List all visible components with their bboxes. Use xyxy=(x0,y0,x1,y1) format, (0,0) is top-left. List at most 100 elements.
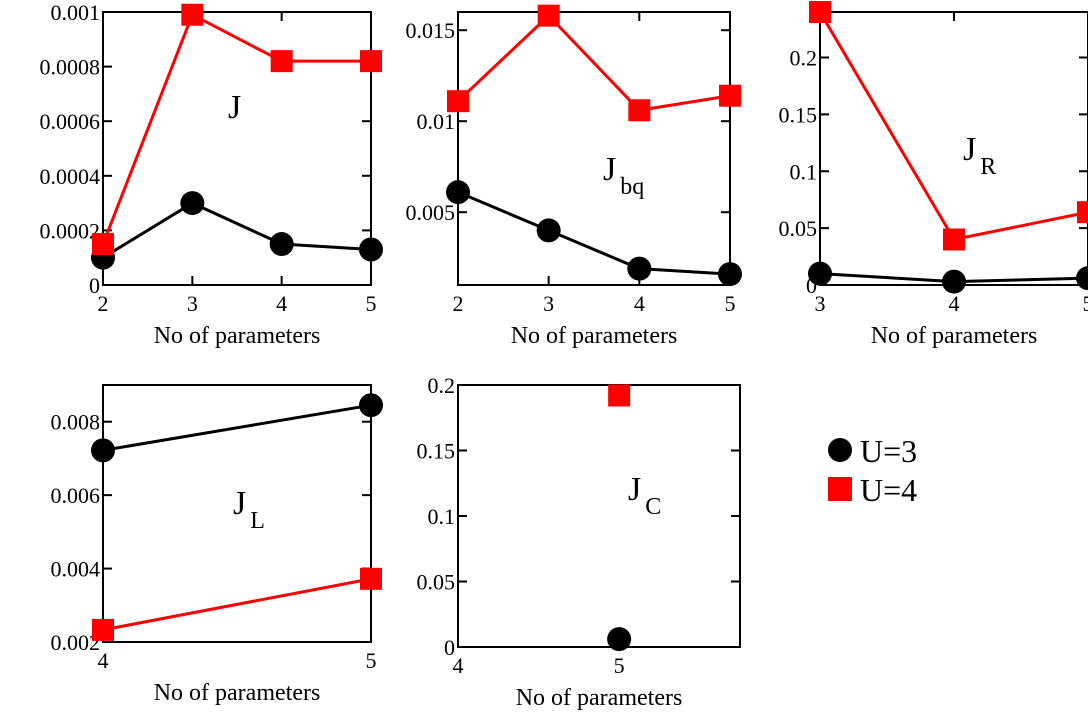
series-line-u3 xyxy=(102,403,372,452)
legend-marker-u4 xyxy=(828,477,852,501)
panel-4: 4 5 0 0.05 0.1 0.15 0.2 No of parameters J C xyxy=(417,373,741,711)
point-u3 xyxy=(808,261,832,286)
point-u3 xyxy=(627,256,652,281)
y-tick-label: 0.05 xyxy=(417,570,456,595)
point-u3 xyxy=(359,393,383,418)
legend-label-u4: U=4 xyxy=(860,472,917,508)
x-axis-title: No of parameters xyxy=(154,680,321,706)
x-tick-label: 5 xyxy=(614,653,625,678)
point-u4 xyxy=(447,90,469,113)
y-tick-label: 0.1 xyxy=(428,504,456,529)
series-line-u4 xyxy=(818,11,1088,242)
x-tick-label: 3 xyxy=(815,291,826,316)
plot-frame xyxy=(457,11,731,286)
x-tick-label: 2 xyxy=(98,291,109,316)
x-tick-label: 4 xyxy=(453,653,464,678)
y-tick-label: 0.05 xyxy=(779,216,818,241)
point-u3 xyxy=(91,438,115,463)
point-u3 xyxy=(607,627,632,652)
point-u3 xyxy=(269,232,294,257)
x-tick-label: 5 xyxy=(1083,291,1088,316)
point-u3 xyxy=(446,180,470,205)
panel-label-subscript: C xyxy=(645,494,661,520)
point-u4 xyxy=(1077,201,1088,224)
panel-1: 2 3 4 5 0.005 0.01 0.015 No of parameters J bq xyxy=(406,4,742,349)
panel-label: J xyxy=(228,89,241,126)
y-tick-label: 0.015 xyxy=(406,18,456,43)
x-tick-label: 4 xyxy=(949,291,960,316)
panel-label-subscript: R xyxy=(980,154,996,180)
x-axis-title: No of parameters xyxy=(516,685,683,711)
x-tick-label: 4 xyxy=(634,291,645,316)
series-line-u3 xyxy=(457,190,731,276)
x-tick-label: 3 xyxy=(187,291,198,316)
point-u3 xyxy=(536,218,561,243)
y-tick-label: 0.2 xyxy=(428,373,456,398)
panel-2: 3 4 5 0 0.05 0.1 0.15 0.2 No of parameters J R xyxy=(779,1,1088,349)
point-u4 xyxy=(92,618,114,641)
point-u4 xyxy=(809,1,831,23)
plot-frame xyxy=(457,384,741,648)
y-tick-label: 0.006 xyxy=(51,483,101,508)
x-tick-label: 3 xyxy=(543,291,554,316)
series-line-u3 xyxy=(102,201,372,259)
panel-3: 4 5 0.002 0.004 0.006 0.008 No of parameters J L xyxy=(51,384,383,706)
y-tick-label: 0.0004 xyxy=(40,164,101,189)
x-axis-title: No of parameters xyxy=(871,323,1038,349)
y-tick-label: 0.1 xyxy=(790,159,818,184)
point-u3 xyxy=(1076,266,1088,291)
point-u4 xyxy=(360,567,382,590)
y-tick-label: 0.001 xyxy=(51,0,101,25)
point-u4 xyxy=(270,50,293,73)
point-u4 xyxy=(608,384,631,407)
x-axis-title: No of parameters xyxy=(154,323,321,349)
y-tick-label: 0 xyxy=(806,273,817,298)
point-u4 xyxy=(360,50,382,73)
y-tick-label: 0.15 xyxy=(417,439,456,464)
y-tick-label: 0.0006 xyxy=(40,109,101,134)
point-u4 xyxy=(92,233,114,256)
point-u4 xyxy=(628,99,651,122)
x-tick-label: 5 xyxy=(366,291,377,316)
x-tick-label: 4 xyxy=(98,648,109,673)
series-line-u4 xyxy=(456,13,731,112)
y-tick-label: 0.01 xyxy=(417,109,456,134)
legend-label-u3: U=3 xyxy=(860,433,917,469)
y-tick-label: 0 xyxy=(444,635,455,660)
x-tick-label: 4 xyxy=(276,291,287,316)
panel-label-subscript: bq xyxy=(620,174,644,200)
x-axis-title: No of parameters xyxy=(511,323,678,349)
plot-frame xyxy=(102,384,372,643)
chart-panels: 2 3 4 5 0 0.0002 0.0004 0.0006 0.0008 0.001 No of … xyxy=(40,0,1088,711)
y-tick-label: 0.0002 xyxy=(40,218,101,243)
point-u3 xyxy=(718,262,742,287)
point-u4 xyxy=(537,4,560,27)
y-tick-label: 0.008 xyxy=(51,410,101,435)
y-tick-label: 0 xyxy=(89,273,100,298)
point-u3 xyxy=(942,269,966,294)
y-tick-label: 0.004 xyxy=(51,557,101,582)
y-tick-label: 0.15 xyxy=(779,102,818,127)
point-u3 xyxy=(180,191,205,216)
plot-frame xyxy=(102,11,372,286)
x-tick-label: 5 xyxy=(725,291,736,316)
y-tick-label: 0.002 xyxy=(51,630,101,655)
point-u3 xyxy=(359,237,383,262)
y-tick-label: 0.0008 xyxy=(40,55,101,80)
legend: U=3 U=4 xyxy=(828,433,917,508)
panel-0: 2 3 4 5 0 0.0002 0.0004 0.0006 0.0008 0.001 No of … xyxy=(40,0,383,349)
point-u4 xyxy=(181,3,204,26)
x-tick-label: 5 xyxy=(366,648,377,673)
x-tick-label: 2 xyxy=(453,291,464,316)
y-tick-label: 0.005 xyxy=(406,200,456,225)
series-line-u4 xyxy=(101,12,371,245)
point-u4 xyxy=(719,84,741,107)
legend-marker-u3 xyxy=(828,438,852,462)
y-tick-label: 0.2 xyxy=(790,46,818,71)
series-line-u4 xyxy=(102,577,372,632)
